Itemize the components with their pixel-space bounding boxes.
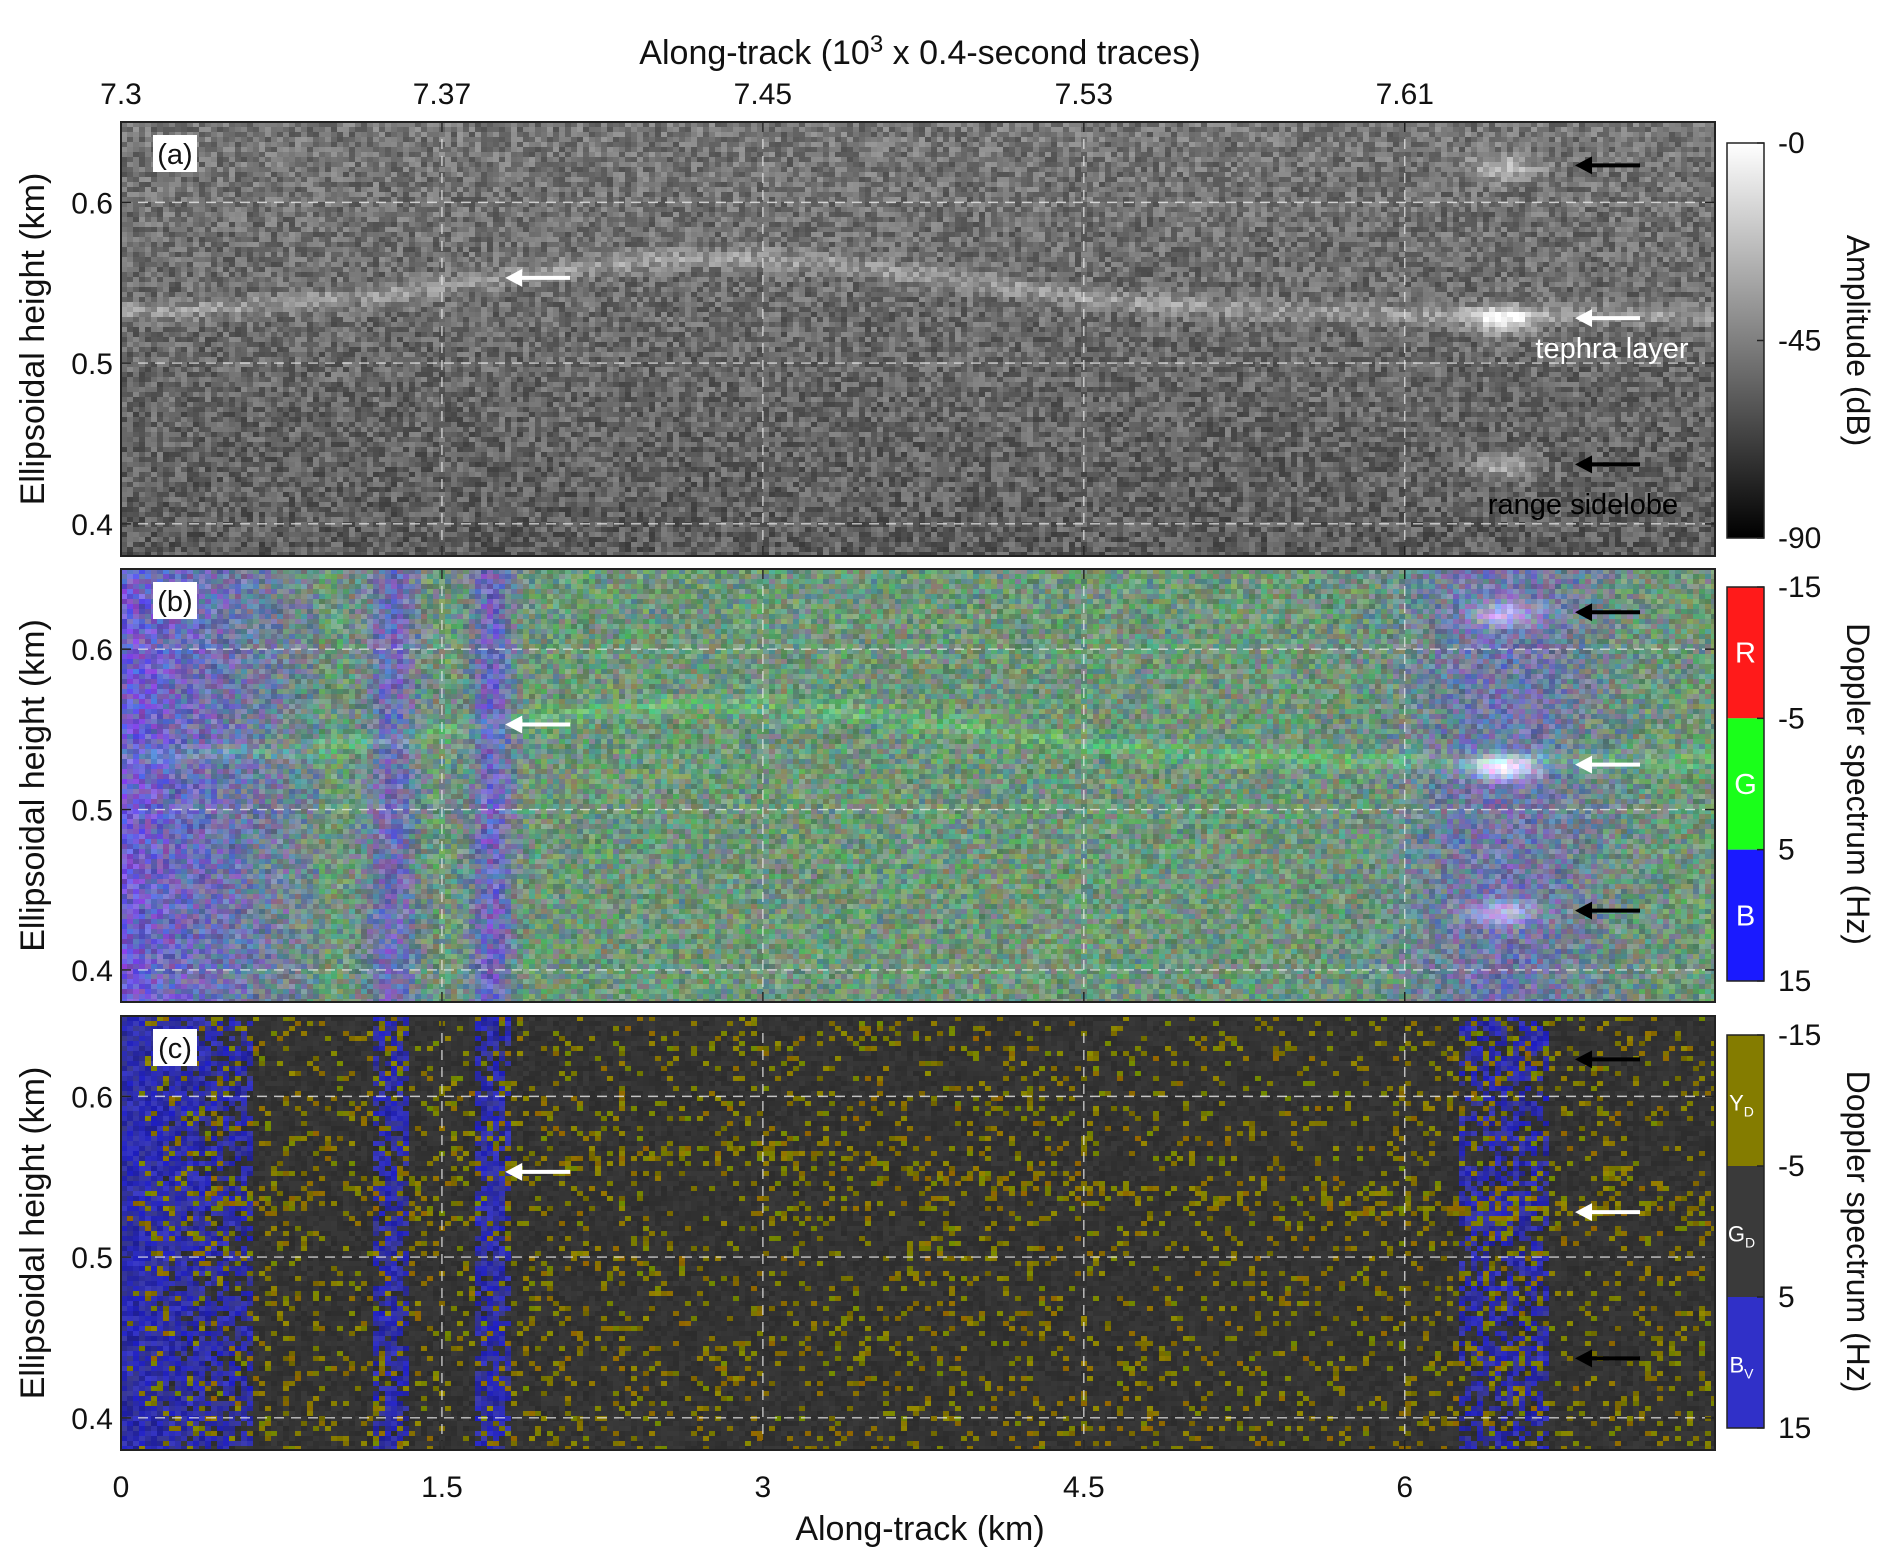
bottom-axis-title: Along-track (km) bbox=[795, 1510, 1044, 1548]
y-tick-label: 0.6 bbox=[71, 187, 113, 220]
colorbar-tick-label: -15 bbox=[1778, 571, 1821, 604]
tephra-layer-label: tephra layer bbox=[1535, 333, 1688, 365]
top-tick-label: 7.3 bbox=[100, 78, 142, 111]
bottom-tick-label: 4.5 bbox=[1063, 1471, 1105, 1504]
colorbar-tick-label: 5 bbox=[1778, 1281, 1795, 1314]
bottom-axis-ticks: 0 1.5 3 4.5 6 bbox=[113, 1471, 1413, 1504]
y-tick-label: 0.4 bbox=[71, 955, 113, 988]
heatmap-image-a bbox=[121, 122, 1715, 556]
heatmap-image-b bbox=[121, 569, 1715, 1002]
colorbar: R G B -15 -5 5 15 Doppler spectrum (Hz) bbox=[1727, 571, 1876, 998]
bottom-tick-label: 6 bbox=[1396, 1471, 1413, 1504]
colorbar-band-label: B bbox=[1736, 900, 1755, 932]
top-tick-label: 7.45 bbox=[734, 78, 792, 111]
colorbar-title: Doppler spectrum (Hz) bbox=[1840, 623, 1876, 945]
panel-b: (b) 0.6 0.5 0.4 Ellipsoidal height (km) R G B -1… bbox=[14, 569, 1876, 1002]
colorbar-tick-label: -90 bbox=[1778, 522, 1821, 555]
colorbar-tick-label: -5 bbox=[1778, 702, 1805, 735]
top-axis-title: Along-track (103 x 0.4-second traces) bbox=[639, 31, 1200, 72]
y-axis-label: Ellipsoidal height (km) bbox=[14, 173, 52, 506]
panel-tag: (c) bbox=[158, 1033, 192, 1065]
colorbar: -0 -45 -90 Amplitude (dB) bbox=[1727, 127, 1876, 555]
y-tick-label: 0.6 bbox=[71, 1081, 113, 1114]
bottom-tick-label: 0 bbox=[113, 1471, 130, 1504]
y-tick-label: 0.5 bbox=[71, 1242, 113, 1275]
colorbar-tick-label: -15 bbox=[1778, 1019, 1821, 1052]
colorbar-tick-label: 15 bbox=[1778, 965, 1811, 998]
colorbar-title: Doppler spectrum (Hz) bbox=[1840, 1071, 1876, 1393]
colorbar-tick-label: -5 bbox=[1778, 1150, 1805, 1183]
top-tick-label: 7.61 bbox=[1376, 78, 1434, 111]
y-tick-label: 0.6 bbox=[71, 634, 113, 667]
y-axis-label: Ellipsoidal height (km) bbox=[14, 619, 52, 952]
top-axis-ticks: 7.3 7.37 7.45 7.53 7.61 bbox=[100, 78, 1434, 111]
range-sidelobe-label: range sidelobe bbox=[1488, 489, 1678, 521]
top-tick-label: 7.53 bbox=[1055, 78, 1113, 111]
heatmap-image-c bbox=[121, 1016, 1715, 1450]
y-tick-label: 0.5 bbox=[71, 795, 113, 828]
colorbar-tick-label: -0 bbox=[1778, 127, 1805, 160]
y-tick-label: 0.4 bbox=[71, 509, 113, 542]
colorbar-title: Amplitude (dB) bbox=[1840, 235, 1876, 447]
y-tick-label: 0.5 bbox=[71, 348, 113, 381]
colorbar-band-label: R bbox=[1735, 638, 1756, 670]
top-tick-label: 7.37 bbox=[413, 78, 471, 111]
bottom-tick-label: 3 bbox=[755, 1471, 772, 1504]
colorbar-tick-label: 15 bbox=[1778, 1412, 1811, 1445]
y-axis-label: Ellipsoidal height (km) bbox=[14, 1067, 52, 1400]
panel-tag: (a) bbox=[157, 139, 192, 171]
colorbar-band-label: G bbox=[1734, 769, 1757, 801]
panel-tag: (b) bbox=[157, 586, 192, 618]
y-tick-label: 0.4 bbox=[71, 1403, 113, 1436]
colorbar-tick-label: -45 bbox=[1778, 325, 1821, 358]
colorbar-tick-label: 5 bbox=[1778, 834, 1795, 867]
bottom-tick-label: 1.5 bbox=[421, 1471, 463, 1504]
